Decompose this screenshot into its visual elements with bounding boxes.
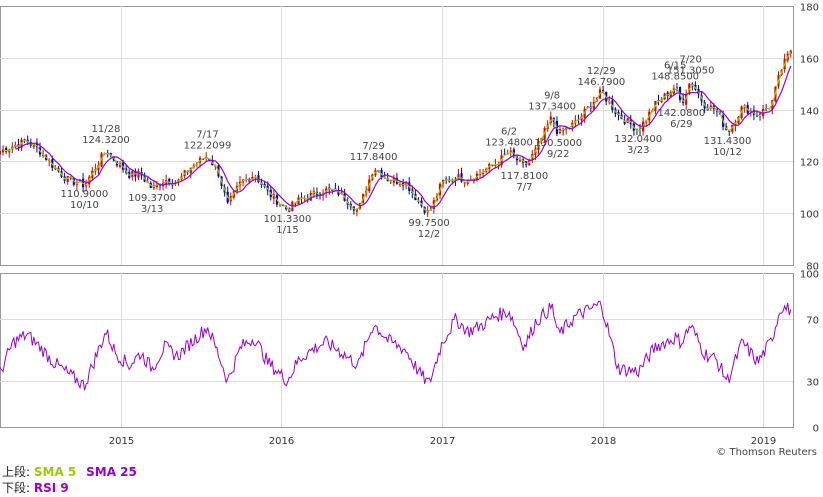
upper-gridlines [0,6,793,265]
candle-body [0,151,2,154]
lower-y-tick-label: 0 [813,424,819,435]
annotation-label: 110.9000 [61,189,109,200]
upper-y-tick-label: 140 [800,107,819,118]
annotation-label: 9/22 [547,149,569,160]
annotation-label: 7/17 [196,130,218,141]
upper-y-axis: 80 100 120 140 160 180 [800,3,819,273]
annotation-label: 7/29 [362,141,384,152]
x-tick-label: 2016 [269,436,294,447]
candle-body [549,116,552,124]
candle-body [32,143,35,147]
lower-y-tick-label: 100 [800,270,819,281]
x-tick-label: 2019 [751,436,776,447]
credit-text: © Thomson Reuters [716,447,817,458]
annotation-label: 1/15 [276,225,298,236]
lower-y-tick-label: 30 [806,378,819,389]
candle-body [398,184,402,186]
annotation-label: 3/13 [141,204,163,215]
annotation-label: 11/28 [92,124,121,135]
candle-body [728,130,731,132]
candle-body [35,142,39,148]
annotation-label: 109.3700 [128,193,176,204]
annotation-label: 151.3050 [667,65,715,76]
candle-body [472,180,475,182]
upper-y-tick-label: 160 [800,55,819,66]
legend-lower: 下段: RSI 9 [2,481,69,495]
sma5-line [3,51,792,213]
x-tick-label: 2017 [430,436,455,447]
candle-body [491,165,494,167]
x-tick-label: 2015 [109,436,134,447]
candle-body [623,120,626,124]
upper-y-tick-label: 100 [800,210,819,221]
annotation-label: 6/2 [501,126,517,137]
candle-body [66,176,69,183]
annotation-label: 10/10 [70,200,99,211]
legend-rsi: RSI 9 [33,481,69,495]
candle-body [54,167,57,170]
lower-panel-frame [0,273,794,428]
upper-panel-frame [0,6,794,266]
annotation-label: 132.0400 [614,134,662,145]
rsi9-line [0,300,792,391]
candle-body [660,99,663,103]
candle-body [463,182,466,184]
lower-gridlines [0,273,793,427]
annotation-label: 6/29 [670,119,692,130]
legend-upper: 上段: SMA 5 SMA 25 [2,465,137,479]
candle-body [789,50,792,54]
legend-lower-label: 下段: [2,481,31,495]
candle-body [709,105,712,109]
annotation-label: 148.8500 [651,72,699,83]
candle-body [503,153,506,155]
annotation-label: 117.8100 [501,171,549,182]
annotation-label: 137.3400 [528,101,576,112]
candle-body [155,183,159,187]
annotation-label: 146.7900 [577,77,625,88]
legend-sma25: SMA 25 [86,465,137,479]
rsi-line [0,300,792,391]
annotation-label: 117.8400 [350,152,398,163]
sma25-line [15,65,792,208]
upper-y-tick-label: 180 [800,3,819,14]
annotation-label: 131.4300 [704,136,752,147]
upper-panel [0,6,794,266]
annotation-label: 6/15 [664,61,686,72]
annotation-label: 10/12 [713,147,742,158]
candle-body [755,115,759,117]
candle-body [5,147,8,152]
candle-body [137,171,140,178]
annotation-label: 130.5000 [534,138,582,149]
annotation-label: 9/8 [544,90,560,101]
candle-body [282,205,285,207]
legend-sma5: SMA 5 [33,465,77,479]
candle-body [466,182,469,184]
annotation-label: 101.3300 [264,214,312,225]
lower-y-tick-label: 70 [806,316,819,327]
annotation-label: 122.2099 [184,141,232,152]
candle-body [202,159,205,161]
lower-y-axis: 0 30 70 100 [800,270,819,435]
x-tick-label: 2018 [591,436,616,447]
moving-averages [3,51,792,213]
lower-panel [0,273,794,428]
annotation-label: 99.7500 [408,218,449,229]
annotation-label: 123.4800 [485,137,533,148]
annotation-label: 7/20 [679,54,701,65]
upper-y-tick-label: 80 [806,262,819,273]
annotation-label: 124.3200 [82,135,130,146]
annotation-label: 142.0800 [657,108,705,119]
upper-y-tick-label: 120 [800,158,819,169]
x-axis-labels: 2015 2016 2017 2018 2019 [109,436,776,447]
annotation-label: 3/23 [627,145,649,156]
annotation-label: 12/2 [418,229,440,240]
annotation-label: 12/29 [587,66,616,77]
candle-body [168,178,171,184]
candle-body [331,189,334,191]
legend-upper-label: 上段: [2,465,31,479]
annotation-label: 7/7 [516,182,532,193]
